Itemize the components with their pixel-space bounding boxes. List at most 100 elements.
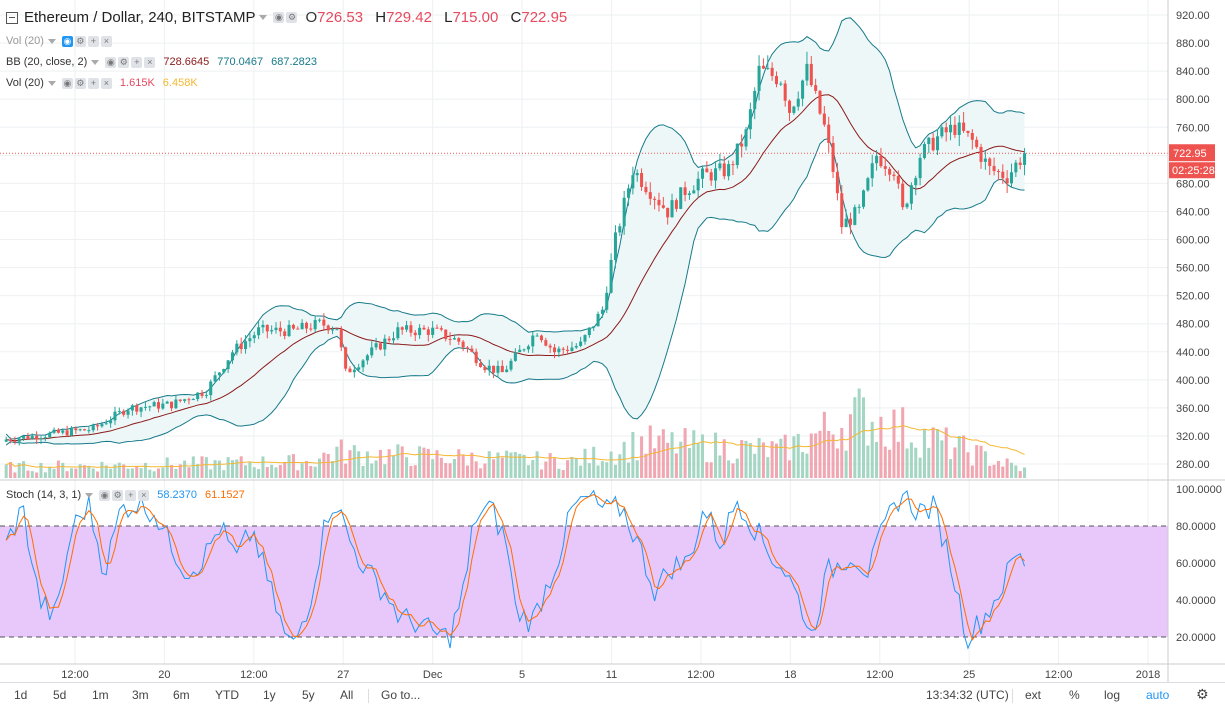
chart-canvas[interactable]: 280.00320.00360.00400.00440.00480.00520.… [0,0,1225,682]
candle-body [17,438,21,442]
percent-toggle[interactable]: % [1069,688,1080,702]
price-tick-label: 480.00 [1176,319,1210,331]
collapse-icon[interactable] [6,11,18,24]
candle-body [949,124,953,133]
gear-icon[interactable]: ⚙ [74,35,86,47]
plus-icon[interactable]: + [87,77,99,89]
time-tick-label: 5 [519,669,525,681]
candle-body [513,352,517,361]
candle-body [96,425,100,427]
stoch-label[interactable]: Stoch (14, 3, 1) [6,489,82,501]
volume-bar [496,452,500,478]
eye-icon[interactable]: ◉ [105,56,117,68]
eye-icon[interactable]: ◉ [61,35,73,47]
candle-body [357,367,361,370]
candle-body [1005,178,1009,184]
candle-body [91,425,95,431]
volume-bar [509,452,513,478]
volume-bar [570,457,574,478]
volume-bar [674,453,678,478]
plus-icon[interactable]: + [125,489,137,501]
range-ytd[interactable]: YTD [215,688,239,702]
price-tick-label: 600.00 [1176,235,1210,247]
candle-body [953,124,957,135]
volume-bar [626,462,631,478]
close-icon[interactable]: × [144,56,156,68]
range-all[interactable]: All [340,688,354,702]
vol-top-label[interactable]: Vol (20) [6,35,44,47]
legend-vol: Vol (20) ◉ ⚙ + × 1.615K 6.458K [6,77,198,89]
volume-bar [539,469,543,478]
candle-body [87,430,91,432]
volume-bar [670,432,674,478]
volume-bar [966,452,970,478]
volume-bar [130,468,134,478]
volume-bar [422,447,426,478]
close-icon[interactable]: × [100,35,112,47]
clock-readout[interactable]: 13:34:32 (UTC) [926,688,1009,702]
ext-toggle[interactable]: ext [1025,688,1042,702]
gear-icon[interactable]: ⚙ [1196,686,1209,702]
range-3m[interactable]: 3m [132,688,149,702]
volume-bar [548,453,552,478]
plus-icon[interactable]: + [87,35,99,47]
candle-body [374,343,378,348]
candle-body [39,438,43,440]
volume-bar [56,460,60,478]
price-tick-label: 880.00 [1176,38,1210,50]
gear-icon[interactable]: ⚙ [286,12,298,23]
volume-bar [274,467,278,478]
volume-bar [322,452,326,478]
volume-bar [479,468,483,478]
candle-body [352,369,356,373]
gear-icon[interactable]: ⚙ [112,489,124,501]
candle-body [61,430,65,433]
volume-bar [13,472,17,478]
chevron-down-icon[interactable] [47,38,56,44]
candle-body [274,327,278,331]
candle-body [465,347,470,349]
range-5d[interactable]: 5d [53,688,67,702]
gear-icon[interactable]: ⚙ [118,56,130,68]
chevron-down-icon[interactable] [47,80,56,86]
chevron-down-icon[interactable] [85,492,94,498]
auto-toggle[interactable]: auto [1146,688,1170,702]
close-icon[interactable]: × [138,489,150,501]
goto-button[interactable]: Go to... [381,688,421,702]
vol-top-controls: ◉ ⚙ + × [61,35,112,47]
symbol-title[interactable]: Ethereum / Dollar, 240, BITSTAMP [24,9,256,26]
volume-bar [631,432,635,478]
range-6m[interactable]: 6m [173,688,190,702]
volume-bar [317,458,322,478]
legend-vol-top: Vol (20) ◉ ⚙ + × [6,35,112,47]
plus-icon[interactable]: + [131,56,143,68]
chevron-down-icon[interactable] [91,59,100,65]
volume-bar [801,452,805,478]
range-1y[interactable]: 1y [263,688,276,702]
candle-body [770,67,774,76]
gear-icon[interactable]: ⚙ [74,77,86,89]
candle-body [718,163,722,169]
bb-lower-line [5,138,1025,446]
close-icon[interactable]: × [100,77,112,89]
volume-bar [922,429,926,478]
eye-icon[interactable]: ◉ [61,77,73,89]
candle-body [261,324,265,328]
volume-bar [213,460,217,478]
log-toggle[interactable]: log [1104,688,1121,702]
price-tick-label: 320.00 [1176,431,1210,443]
candle-body [191,399,195,401]
eye-icon[interactable]: ◉ [273,12,285,23]
range-1m[interactable]: 1m [92,688,109,702]
volume-bar [613,464,617,478]
range-1d[interactable]: 1d [14,688,28,702]
range-5y[interactable]: 5y [302,688,315,702]
eye-icon[interactable]: ◉ [99,489,111,501]
vol-label[interactable]: Vol (20) [6,77,44,89]
candle-body [135,405,139,412]
series-controls: ◉ ⚙ [273,12,298,23]
volume-bar [757,438,761,478]
bb-label[interactable]: BB (20, close, 2) [6,56,88,68]
candle-body [857,206,861,208]
chevron-down-icon[interactable] [259,15,268,20]
